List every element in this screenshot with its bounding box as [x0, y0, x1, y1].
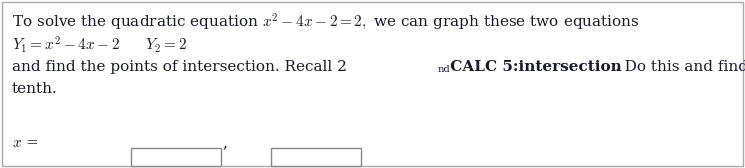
FancyBboxPatch shape: [131, 148, 221, 166]
Text: To solve the quadratic equation $x^2 - 4x - 2 = 2,$ we can graph these two equat: To solve the quadratic equation $x^2 - 4…: [12, 12, 640, 32]
Text: nd: nd: [437, 65, 450, 74]
Text: CALC 5:intersection: CALC 5:intersection: [445, 60, 621, 74]
Text: $Y_1 = x^2 - 4x - 2 \quad\quad Y_2 = 2$: $Y_1 = x^2 - 4x - 2 \quad\quad Y_2 = 2$: [12, 34, 187, 55]
Text: $x$ =: $x$ =: [12, 136, 39, 150]
Text: . Do this and find the solutions to the nearest: . Do this and find the solutions to the …: [615, 60, 745, 74]
Text: and find the points of intersection. Recall 2: and find the points of intersection. Rec…: [12, 60, 347, 74]
FancyBboxPatch shape: [271, 148, 361, 166]
Text: tenth.: tenth.: [12, 82, 58, 96]
FancyBboxPatch shape: [2, 2, 743, 166]
Text: ,: ,: [222, 136, 227, 150]
